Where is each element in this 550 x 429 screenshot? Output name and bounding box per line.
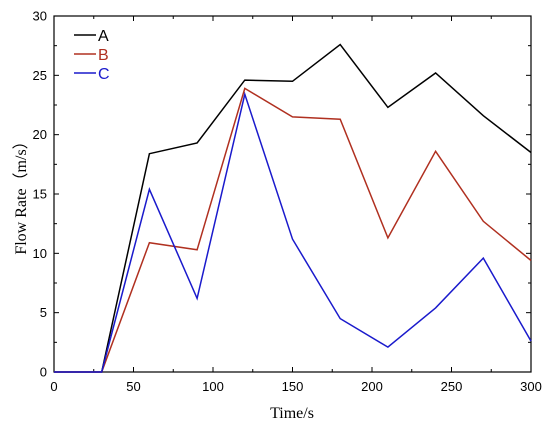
y-tick-label: 10 [33,246,47,261]
legend: ABC [74,28,110,83]
x-tick-label: 0 [50,379,57,394]
y-tick-label: 30 [33,9,47,24]
series-lines [54,43,532,373]
y-tick-label: 20 [33,127,47,142]
axis-ticks: 0 50 100 150 200 250 300 0 5 10 15 20 25 30 [33,9,542,395]
y-tick-label: 15 [33,187,47,202]
x-axis-label: Time/s [270,405,314,422]
legend-label-a: A [98,28,109,45]
plot-frame [53,15,532,373]
x-tick-label: 50 [126,379,140,394]
x-tick-label: 300 [520,379,542,394]
y-axis-label: Flow Rate（m/s） [12,133,30,254]
legend-label-c: C [98,66,110,83]
x-tick-label: 250 [441,379,463,394]
legend-label-b: B [98,47,109,64]
y-tick-label: 0 [40,365,47,380]
y-tick-label: 5 [40,305,47,320]
series-line-c [54,91,532,373]
y-tick-label: 25 [33,68,47,83]
x-tick-label: 150 [282,379,304,394]
x-tick-label: 100 [202,379,224,394]
x-tick-label: 200 [361,379,383,394]
series-line-b [54,87,532,373]
series-line-a [54,43,532,373]
